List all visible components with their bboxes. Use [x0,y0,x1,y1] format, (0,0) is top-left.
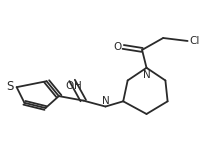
Text: H: H [74,81,81,91]
Text: O: O [113,42,122,52]
Text: O: O [65,81,74,91]
Text: N: N [143,69,150,80]
Text: N: N [102,96,109,106]
Text: Cl: Cl [190,36,200,46]
Text: S: S [7,80,14,93]
